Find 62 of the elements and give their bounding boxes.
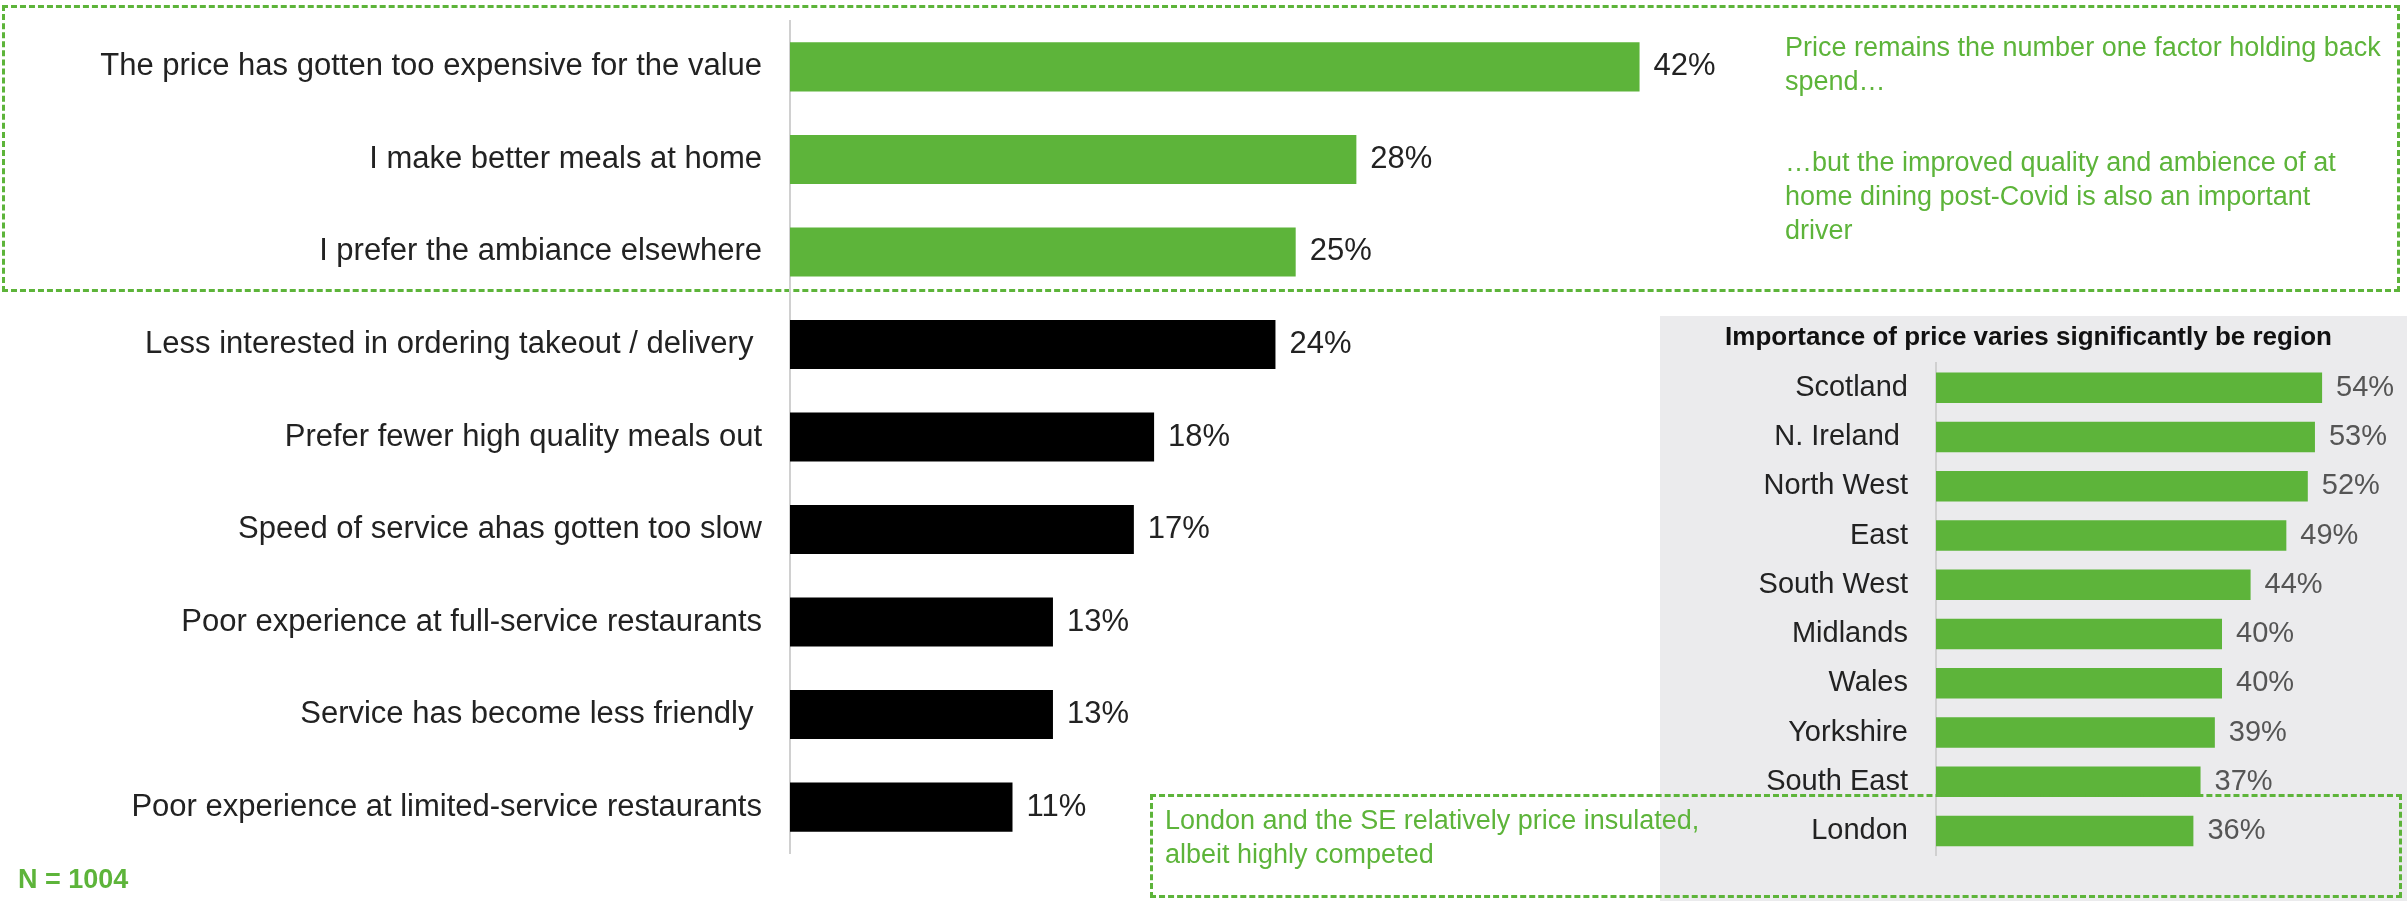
data-label: 40% bbox=[2236, 616, 2295, 649]
data-label: 37% bbox=[2214, 763, 2273, 796]
data-label: 17% bbox=[1147, 510, 1210, 546]
data-label: 13% bbox=[1066, 695, 1130, 731]
y-tick-label: Prefer fewer high quality meals out bbox=[284, 417, 763, 453]
bar bbox=[1936, 618, 2222, 650]
data-label: 36% bbox=[2207, 812, 2266, 845]
y-tick-label: The price has gotten too expensive for the value bbox=[100, 47, 762, 83]
data-label: 42% bbox=[1653, 47, 1716, 83]
bar bbox=[1936, 421, 2315, 453]
data-label: 28% bbox=[1370, 139, 1433, 175]
y-tick-label: Poor experience at limited-service restaurants bbox=[131, 787, 762, 823]
y-tick-label: Wales bbox=[1828, 665, 1908, 698]
bar bbox=[1936, 717, 2215, 748]
y-tick-label: East bbox=[1849, 517, 1908, 550]
bar bbox=[1936, 372, 2323, 404]
data-label: 53% bbox=[2328, 419, 2387, 452]
y-tick-label: Poor experience at full-service restaurants bbox=[181, 602, 762, 638]
bar bbox=[790, 690, 1053, 740]
text: …but the improved quality and ambience of at home dining post-Covid is also an important driver bbox=[1785, 146, 2337, 247]
bar bbox=[790, 319, 1276, 369]
data-label: 24% bbox=[1289, 325, 1352, 361]
y-tick-label: Scotland bbox=[1795, 369, 1908, 402]
bar bbox=[1936, 471, 2308, 502]
y-tick-label: Yorkshire bbox=[1788, 714, 1908, 747]
y-tick-label: South West bbox=[1758, 566, 1908, 599]
annotation: London and the SE relatively price insulated, albeit highly competed bbox=[1165, 804, 1701, 871]
data-label: 11% bbox=[1026, 787, 1087, 823]
bar bbox=[790, 597, 1053, 647]
chart-title: Importance of price varies significantly be region bbox=[1725, 320, 2332, 351]
data-label: 13% bbox=[1066, 602, 1130, 638]
data-label: 54% bbox=[2336, 369, 2395, 402]
data-label: 44% bbox=[2264, 566, 2323, 599]
y-tick-label: N. Ireland bbox=[1774, 419, 1908, 452]
y-tick-label: Speed of service ahas gotten too slow bbox=[238, 510, 763, 546]
y-tick-label: North West bbox=[1763, 468, 1908, 501]
data-label: 39% bbox=[2228, 714, 2287, 747]
bar bbox=[790, 42, 1640, 92]
bar bbox=[1936, 766, 2201, 797]
y-tick-label: I prefer the ambiance elsewhere bbox=[319, 232, 762, 268]
data-label: 49% bbox=[2300, 517, 2359, 550]
data-label: 25% bbox=[1309, 232, 1372, 268]
bar bbox=[790, 505, 1134, 555]
bar bbox=[1936, 668, 2222, 699]
bar bbox=[1936, 815, 2194, 847]
data-label: 40% bbox=[2236, 665, 2295, 698]
y-tick-label: I make better meals at home bbox=[369, 139, 762, 175]
data-label: 52% bbox=[2321, 468, 2380, 501]
text: N = 1004 bbox=[18, 863, 130, 896]
y-tick-label: Service has become less friendly bbox=[300, 695, 762, 731]
y-tick-label: South East bbox=[1766, 763, 1908, 796]
bar bbox=[1936, 569, 2251, 601]
bar bbox=[790, 782, 1013, 832]
data-label: 18% bbox=[1168, 417, 1231, 453]
text: Price remains the number one factor holding back spend… bbox=[1785, 31, 2382, 98]
y-tick-label: London bbox=[1811, 812, 1908, 845]
bar bbox=[790, 227, 1296, 277]
bar bbox=[790, 134, 1357, 184]
y-tick-label: Less interested in ordering takeout / delivery bbox=[145, 325, 762, 361]
y-tick-label: Midlands bbox=[1791, 616, 1908, 649]
bar bbox=[1936, 520, 2287, 551]
bar bbox=[790, 412, 1155, 462]
